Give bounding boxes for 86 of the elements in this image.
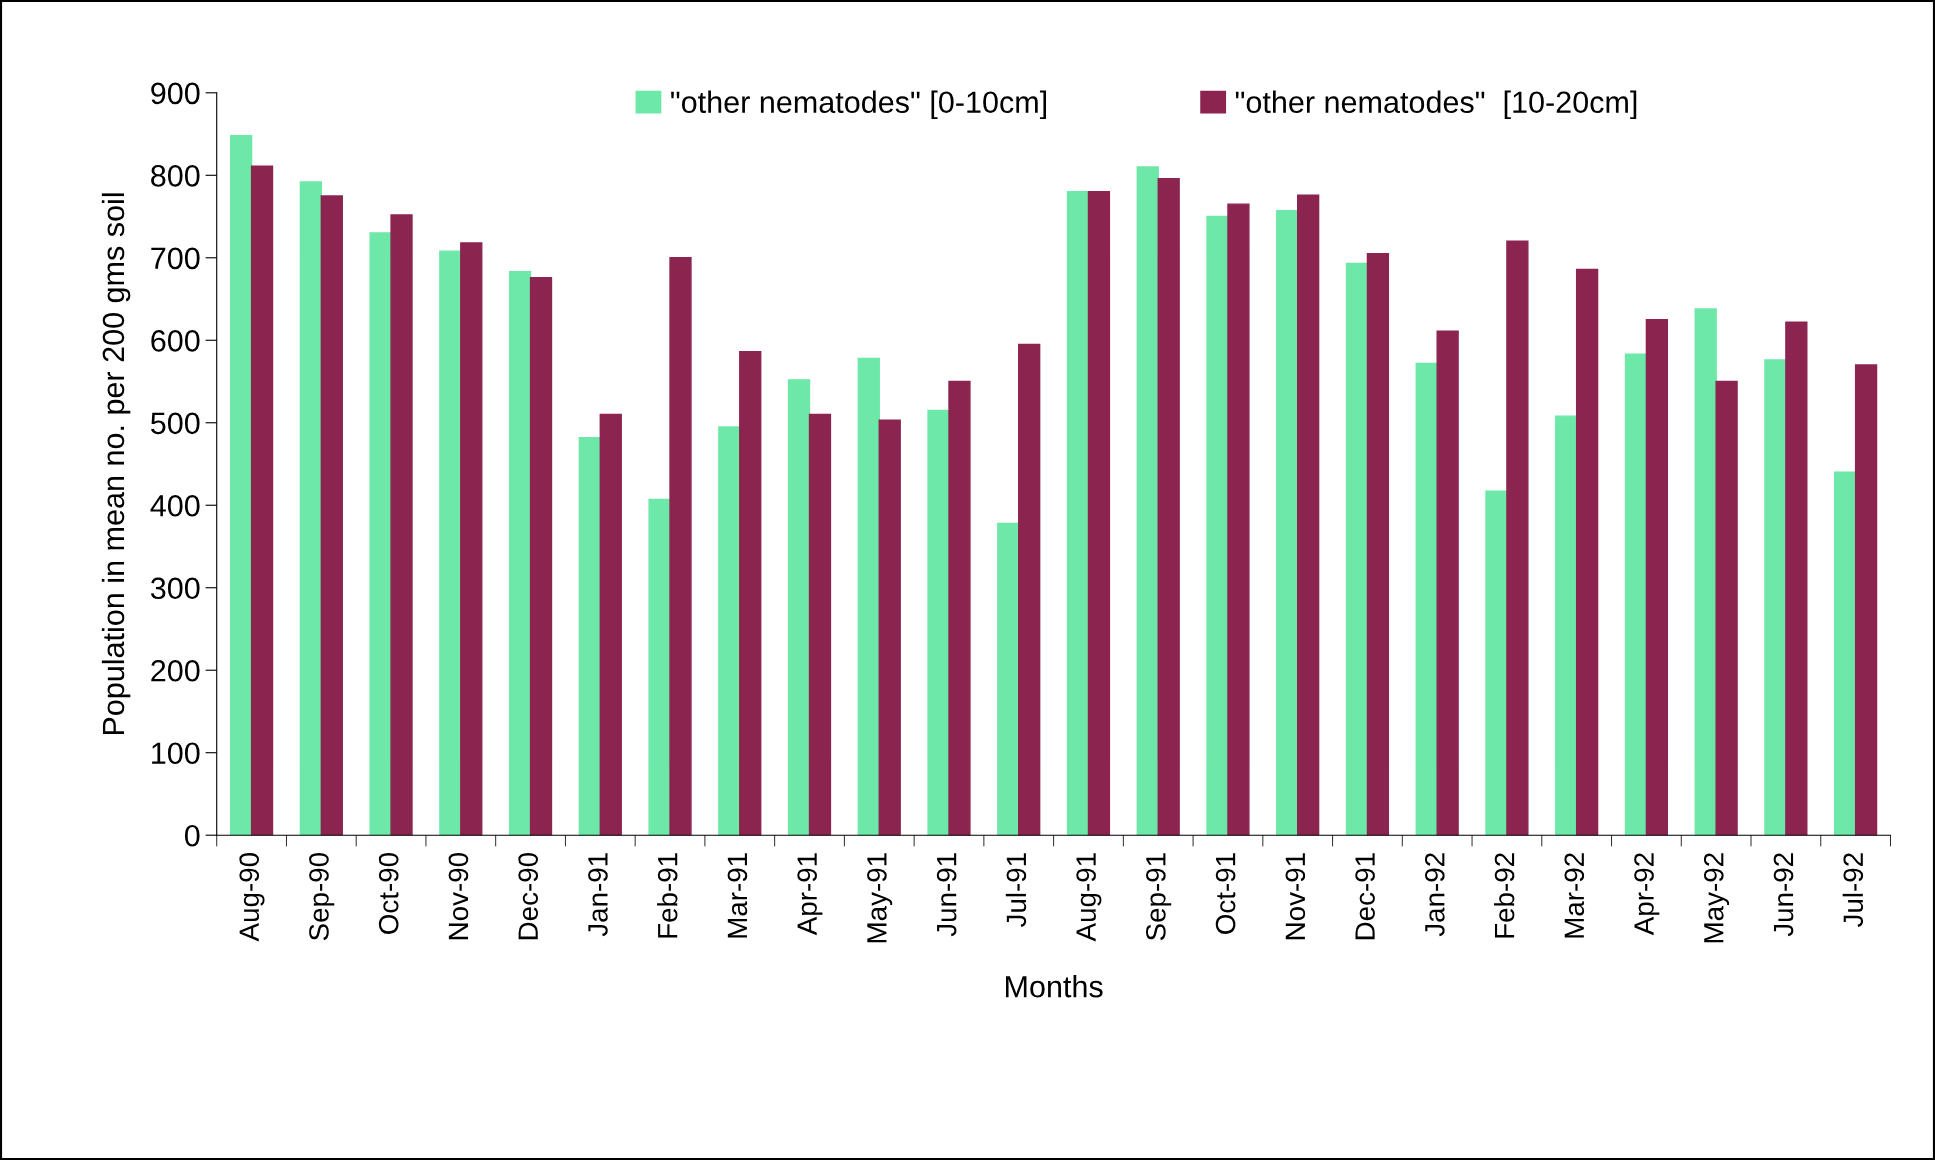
bar [857, 357, 880, 836]
bar [1854, 364, 1878, 836]
y-tick-label: 800 [151, 165, 200, 187]
bar [1485, 490, 1508, 836]
y-tick-label: 500 [150, 412, 200, 435]
x-tick-label: Jan-92 [1424, 853, 1445, 937]
x-tick-label: Feb-91 [657, 853, 678, 938]
bar [369, 232, 392, 836]
bar [1087, 191, 1111, 836]
bar [1506, 240, 1529, 836]
x-tick-label: Dec-90 [518, 852, 539, 940]
bar [508, 271, 532, 836]
x-tick-label: May-91 [867, 853, 893, 943]
bar [808, 413, 832, 836]
legend-label: "other nematodes" [0-10cm] [671, 90, 1047, 120]
bar [787, 379, 811, 836]
bar [1206, 215, 1229, 836]
bar [1694, 308, 1717, 836]
y-tick-label: 900 [151, 82, 200, 105]
y-axis-title: Population in mean no. per 200 gms soil [101, 193, 131, 735]
bar [1276, 210, 1299, 836]
bar [1157, 177, 1180, 836]
bar [1645, 318, 1669, 836]
y-tick-label: 200 [151, 659, 200, 682]
bar [718, 426, 741, 836]
x-tick-label: Nov-91 [1285, 853, 1306, 940]
bar [529, 276, 553, 836]
x-tick-label: May-92 [1703, 853, 1730, 943]
y-tick-label: 0 [184, 824, 200, 847]
bar [927, 409, 950, 836]
bar [997, 522, 1020, 836]
x-tick-label: Feb-92 [1493, 853, 1515, 938]
bar [648, 498, 671, 836]
x-tick-label: Jun-91 [936, 853, 957, 937]
bar [1785, 321, 1808, 836]
bar [1715, 380, 1738, 836]
x-tick-label: Sep-90 [309, 852, 335, 941]
x-tick-label: Oct-90 [378, 852, 399, 934]
bar [1415, 362, 1438, 836]
bar [599, 413, 622, 836]
x-tick-label: Oct-91 [1215, 853, 1236, 934]
bar [1764, 359, 1787, 836]
y-tick-label: 100 [152, 742, 200, 765]
bar [1555, 415, 1578, 836]
y-tick-label: 400 [150, 494, 200, 517]
x-tick-label: Mar-92 [1564, 853, 1585, 938]
bar [1018, 343, 1041, 836]
x-axis-title: Months [1006, 975, 1103, 998]
x-tick-label: Jul-91 [1005, 853, 1027, 928]
y-tick-label: 700 [151, 247, 200, 270]
bar [1227, 203, 1250, 836]
bar [1136, 166, 1159, 836]
bar [878, 419, 901, 836]
bar [1345, 262, 1369, 836]
bar [1436, 330, 1459, 836]
bar [1066, 191, 1090, 836]
x-tick-label: Jul-92 [1842, 853, 1864, 928]
y-tick-label: 600 [151, 330, 200, 352]
bar [250, 165, 274, 836]
bar [390, 214, 413, 836]
x-tick-label: Aug-90 [239, 852, 265, 942]
bar [460, 242, 483, 836]
x-tick-label: Nov-90 [448, 852, 469, 940]
bar [669, 257, 692, 836]
bar [320, 195, 343, 836]
bar [948, 380, 971, 836]
x-tick-label: Jan-91 [588, 853, 608, 937]
legend-label: "other nematodes" [10-20cm] [1235, 90, 1637, 120]
x-tick-label: Sep-91 [1146, 853, 1172, 941]
x-tick-label: Dec-91 [1355, 853, 1375, 940]
bar [1575, 268, 1599, 836]
x-tick-label: Apr-91 [797, 853, 823, 936]
bar [1624, 353, 1648, 836]
bar [1834, 471, 1857, 836]
x-tick-label: Aug-91 [1076, 853, 1102, 942]
x-tick-label: Mar-91 [727, 853, 748, 938]
bar [439, 250, 462, 836]
y-tick-label: 300 [150, 577, 200, 600]
bar [739, 351, 762, 836]
bar [299, 181, 323, 836]
bar [1366, 252, 1390, 836]
x-tick-label: Apr-92 [1634, 853, 1660, 936]
bar [1297, 194, 1320, 836]
bar [229, 134, 253, 836]
bar [578, 436, 601, 836]
x-tick-label: Jun-92 [1773, 853, 1794, 937]
